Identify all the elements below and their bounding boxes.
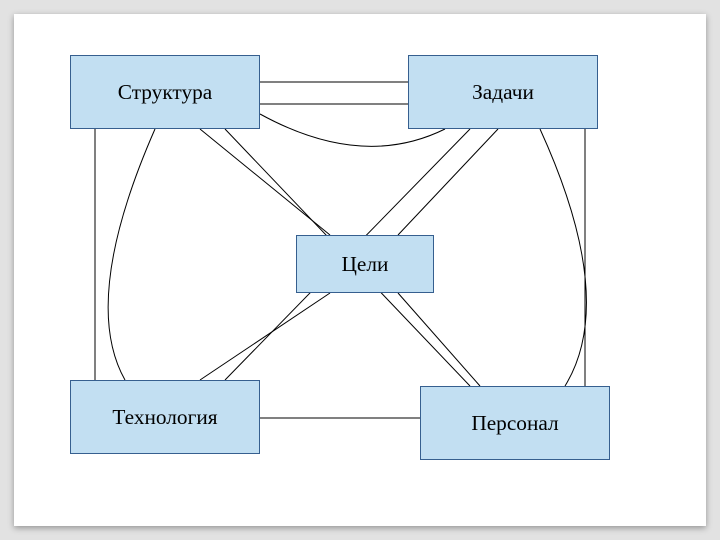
node-structure-label: Структура: [118, 80, 213, 105]
node-goals: Цели: [296, 235, 434, 293]
node-personnel: Персонал: [420, 386, 610, 460]
node-tasks: Задачи: [408, 55, 598, 129]
page-background: Структура Задачи Цели Технология Персона…: [0, 0, 720, 540]
node-personnel-label: Персонал: [471, 411, 558, 436]
node-goals-label: Цели: [342, 252, 389, 277]
node-technology-label: Технология: [112, 405, 217, 430]
node-structure: Структура: [70, 55, 260, 129]
node-technology: Технология: [70, 380, 260, 454]
node-tasks-label: Задачи: [472, 80, 534, 105]
